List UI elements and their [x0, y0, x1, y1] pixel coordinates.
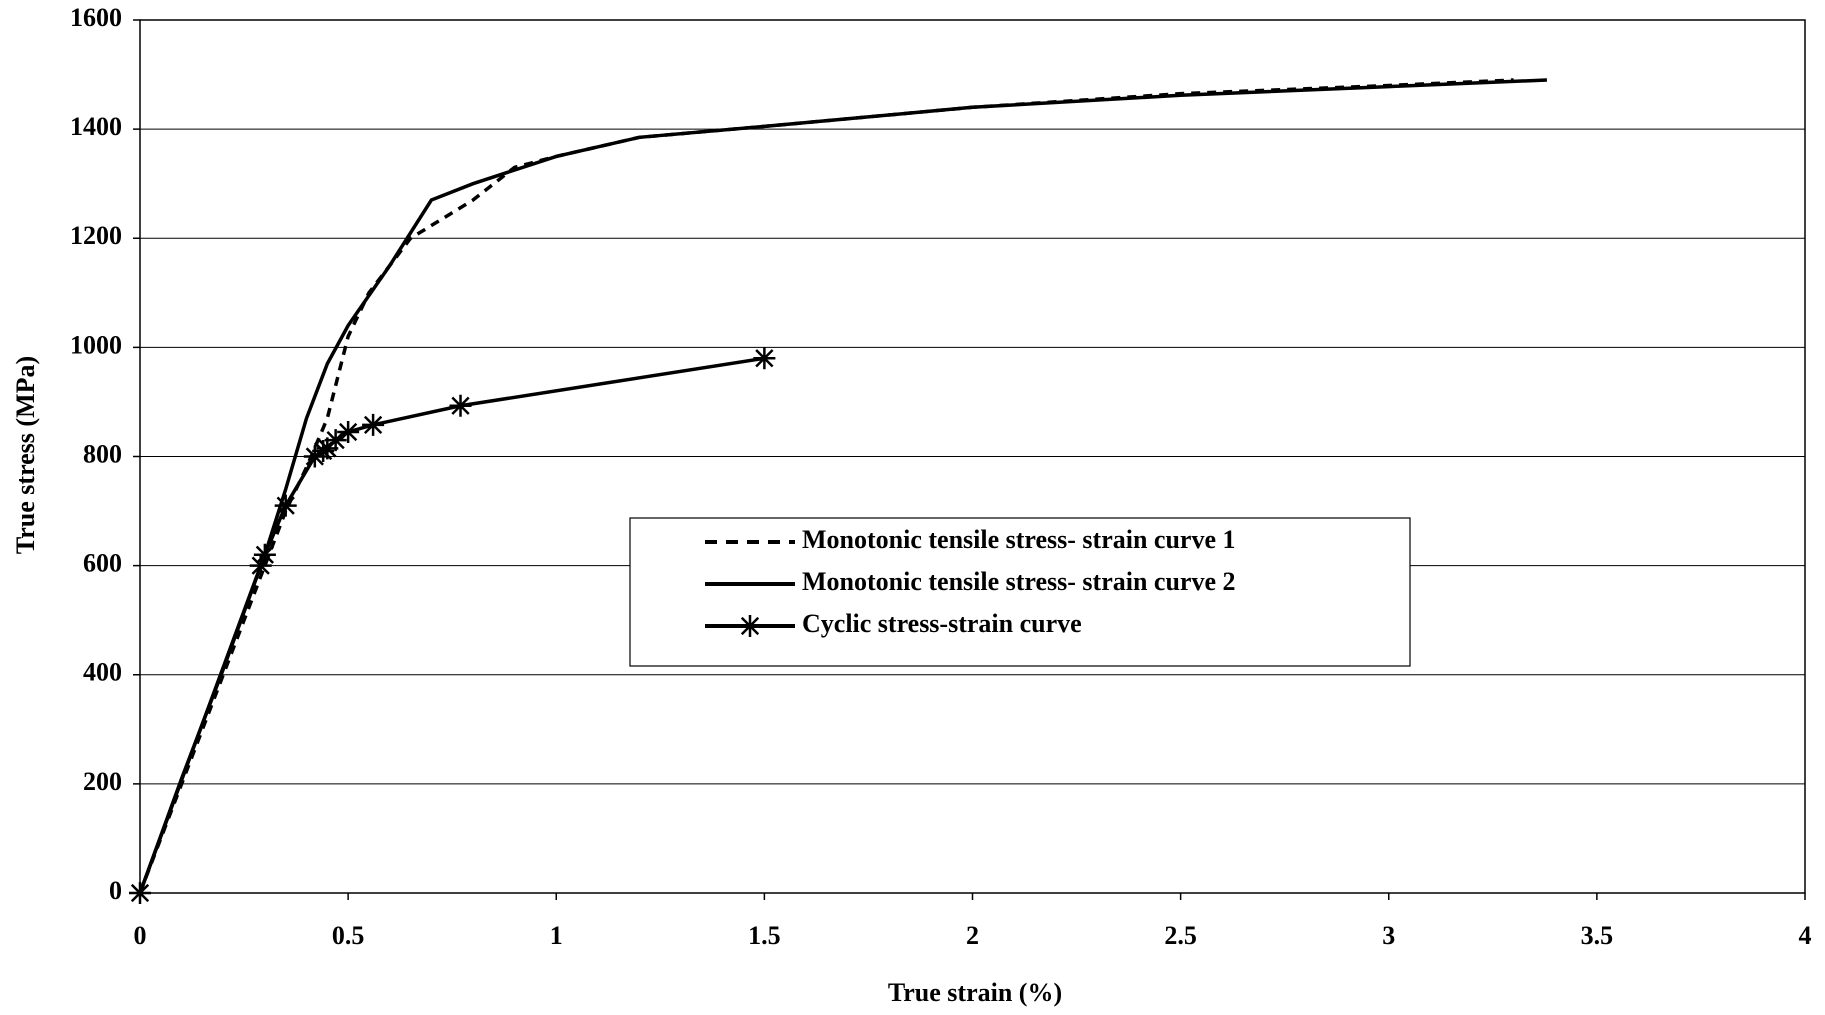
x-tick-label: 3.5: [1581, 921, 1614, 950]
y-axis-label: True stress (MPa): [11, 356, 40, 554]
marker: [253, 543, 276, 566]
marker: [129, 882, 151, 904]
series-line: [138, 78, 1548, 894]
marker: [316, 437, 339, 460]
marker: [274, 494, 297, 517]
x-tick-label: 4: [1799, 921, 1812, 950]
y-tick-label: 1200: [70, 221, 122, 250]
marker: [362, 413, 385, 436]
x-tick-label: 0.5: [332, 921, 365, 950]
marker: [337, 420, 360, 443]
x-tick-label: 1.5: [748, 921, 781, 950]
x-tick-label: 1: [550, 921, 563, 950]
legend: Monotonic tensile stress- strain curve 1…: [629, 517, 1411, 667]
plot-frame: [139, 19, 1806, 894]
legend-label: Cyclic stress-strain curve: [802, 609, 1082, 638]
y-tick-label: 600: [83, 549, 122, 578]
y-tick-label: 1600: [70, 3, 122, 32]
marker: [449, 394, 472, 417]
y-tick-label: 1000: [70, 330, 122, 359]
y-tick-label: 800: [83, 439, 122, 468]
legend-marker: [739, 615, 761, 637]
x-tick-label: 2.5: [1164, 921, 1197, 950]
legend-box: [629, 517, 1411, 667]
x-tick-label: 0: [134, 921, 147, 950]
marker: [753, 347, 776, 370]
series-line: [138, 78, 1514, 894]
legend-label: Monotonic tensile stress- strain curve 2: [802, 567, 1236, 596]
x-tick-label: 2: [966, 921, 979, 950]
y-tick-label: 200: [83, 767, 122, 796]
marker: [324, 429, 347, 452]
legend-label: Monotonic tensile stress- strain curve 1: [802, 525, 1236, 554]
marker: [249, 554, 272, 577]
y-tick-label: 0: [109, 876, 122, 905]
y-tick-label: 1400: [70, 112, 122, 141]
x-tick-label: 3: [1382, 921, 1395, 950]
y-tick-label: 400: [83, 658, 122, 687]
x-axis-label: True strain (%): [888, 978, 1062, 1007]
marker: [303, 445, 326, 468]
